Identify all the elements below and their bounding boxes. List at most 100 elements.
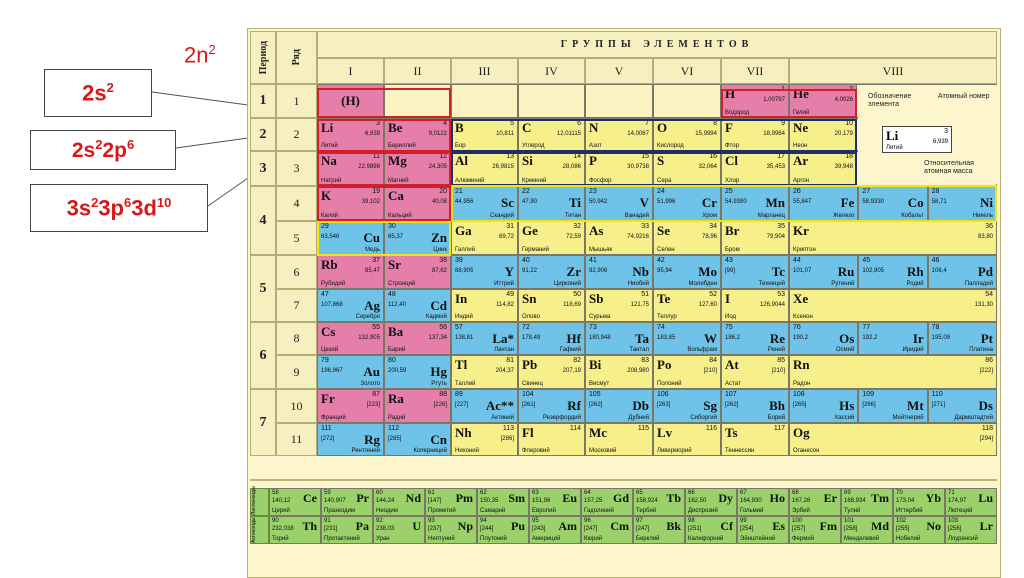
row-label-6: 6 (276, 255, 317, 289)
element-symbol: Md (871, 519, 889, 533)
element-mass: 164,930 (740, 498, 762, 504)
element-mass: 69,72 (498, 234, 514, 240)
element-number: 88 (439, 391, 447, 398)
element-mass: 167,26 (792, 498, 811, 504)
element-number: 46 (931, 257, 940, 264)
element-symbol: Sb (589, 291, 604, 306)
element-symbol: N (589, 120, 599, 135)
element-mass: 106,4 (931, 268, 947, 274)
element-number: 15 (641, 153, 649, 160)
element-name: Ванадий (624, 213, 649, 219)
element-number: 3 (376, 120, 380, 127)
element-name: Берклий (636, 536, 660, 542)
element-mass: [266] (862, 402, 876, 408)
element-name: Олово (522, 314, 540, 320)
element-mass: 131,30 (974, 302, 993, 308)
element-In: In 49 114,82 Индий (451, 289, 518, 322)
highlight-h-he (721, 89, 857, 118)
row-header-label: Ряд (291, 49, 302, 66)
element-Y: 39 Y 88,905 Иттрий (451, 255, 518, 289)
element-symbol: Ar (793, 153, 809, 168)
element-name: Церий (272, 508, 290, 514)
element-symbol: Pa (355, 519, 369, 533)
element-number: 67 (740, 490, 747, 496)
element-number: 31 (506, 223, 514, 230)
element-name: Астат (725, 381, 741, 387)
element-symbol: Bk (666, 519, 681, 533)
element-Rh: 45 Rh 102,905 Родий (858, 255, 928, 289)
element-mass: 118,69 (563, 302, 581, 308)
element-symbol: Ca (388, 188, 404, 203)
element-mass: [294] (979, 436, 993, 442)
element-mass: 26,9815 (492, 164, 514, 170)
group-header-7: VII (721, 58, 789, 84)
element-symbol: Lu (978, 491, 993, 505)
element-At: At 85 [210] Астат (721, 355, 789, 389)
element-name: Галлий (455, 247, 475, 253)
element-number: 12 (439, 153, 447, 160)
element-symbol: Ba (388, 324, 404, 339)
element-number: 103 (948, 518, 959, 524)
element-mass: 32,064 (698, 164, 717, 170)
element-name: Кальций (388, 213, 412, 219)
element-symbol: Dy (718, 491, 733, 505)
element-number: 95 (532, 518, 539, 524)
connector-line-1 (151, 91, 249, 106)
element-number: 112 (388, 425, 400, 432)
element-number: 118 (981, 425, 993, 432)
groups-title: ГРУППЫ ЭЛЕМЕНТОВ (317, 31, 997, 58)
element-number: 98 (688, 518, 695, 524)
element-number: 28 (931, 188, 940, 195)
period-label-7: 7 (250, 389, 276, 456)
element-symbol: Ga (455, 223, 472, 238)
fblock-separator (250, 479, 997, 481)
element-mass: 112,40 (388, 302, 406, 308)
element-symbol: Nb (632, 264, 649, 279)
element-Np: 93 [237] Np Нептуний (425, 516, 477, 544)
element-number: 14 (573, 153, 581, 160)
element-name: Бром (725, 247, 740, 253)
formula-2n2: 2n2 (184, 42, 216, 68)
element-number: 36 (985, 223, 993, 230)
element-number: 53 (777, 291, 785, 298)
element-symbol: Kr (793, 223, 809, 238)
element-name: Натрий (321, 178, 342, 184)
element-Tl: Tl 81 204,37 Таллий (451, 355, 518, 389)
element-number: 54 (985, 291, 993, 298)
element-Bi: Bi 83 208,980 Висмут (585, 355, 653, 389)
period-header-label: Период (257, 40, 269, 75)
element-Os: 76 Os 190,2 Осмий (789, 322, 859, 355)
element-symbol: Mt (907, 398, 924, 413)
element-name: Лоуренсий (948, 536, 978, 542)
element-name: Мейтнерий (892, 415, 924, 421)
element-name: Азот (589, 143, 602, 149)
lanthanide-label: Лантаноиды (250, 486, 269, 516)
element-symbol: Re (769, 331, 785, 346)
element-name: Рентгений (351, 448, 380, 454)
legend-cell: Li 3 6,939 Литий (882, 126, 952, 153)
element-number: 68 (792, 490, 799, 496)
element-name: Гелий (793, 110, 810, 116)
element-mass: 140,12 (272, 498, 291, 504)
element-Pb: Pb 82 207,19 Свинец (518, 355, 585, 389)
element-name: Эрбий (792, 508, 810, 514)
period-label-4: 4 (250, 186, 276, 255)
legend-name: Литий (886, 145, 903, 151)
element-mass: 150,35 (480, 498, 499, 504)
element-number: 24 (657, 188, 665, 195)
element-symbol: Ts (725, 425, 738, 440)
element-mass: [247] (584, 526, 598, 532)
element-name: Радий (388, 415, 406, 421)
element-No: 102 [255] No Нобелий (893, 516, 945, 544)
group-header-3: III (451, 58, 518, 84)
element-name: Криптон (793, 247, 816, 253)
element-name: Цезий (321, 347, 339, 353)
element-Mt: 109 Mt [266] Мейтнерий (858, 389, 928, 423)
element-Sr: Sr 38 87,62 Стронций (384, 255, 451, 289)
element-mass: 162,50 (688, 498, 707, 504)
element-symbol: F (725, 120, 733, 135)
element-symbol: Sr (388, 257, 401, 272)
element-name: Магний (388, 178, 409, 184)
element-name: Иод (725, 314, 737, 320)
element-name: Медь (365, 247, 380, 253)
